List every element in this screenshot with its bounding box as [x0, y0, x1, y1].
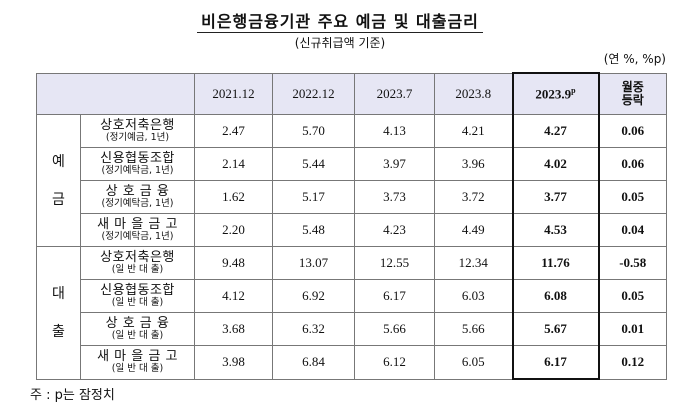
institution-cell: 새 마 을 금 고 (일 반 대 출) [80, 345, 195, 380]
rate-cell-highlight: 6.08 [511, 279, 600, 313]
table-row: 신용협동조합 (정기예탁금, 1년) 2.14 5.44 3.97 3.96 4.02 0.0… [37, 147, 667, 181]
rate-cell: 4.21 [434, 114, 513, 148]
change-cell: 0.04 [598, 213, 667, 247]
table-subtitle: (신규취급액 기준) [294, 36, 386, 50]
rate-cell: 3.98 [194, 345, 273, 380]
rate-cell-highlight: 3.77 [511, 180, 600, 214]
product-type: (정기예금, 1년) [105, 131, 170, 143]
rate-cell: 5.44 [272, 147, 355, 181]
rate-cell-highlight: 4.53 [511, 213, 600, 247]
table-row: 상 호 금 융 (일 반 대 출) 3.68 6.32 5.66 5.66 5.67 0.01 [37, 312, 667, 346]
table-row: 신용협동조합 (일 반 대 출) 4.12 6.92 6.17 6.03 6.08 0.05 [37, 279, 667, 313]
header-col: 2021.12 [194, 72, 273, 115]
rate-cell: 3.97 [354, 147, 435, 181]
change-cell: 0.05 [598, 180, 667, 214]
product-type: (일 반 대 출) [111, 263, 164, 275]
institution-cell: 상 호 금 융 (일 반 대 출) [80, 312, 195, 346]
rate-cell-highlight: 4.02 [511, 147, 600, 181]
institution-name: 새 마 을 금 고 [97, 349, 178, 365]
rate-cell: 9.48 [194, 246, 273, 280]
header-row: 2021.12 2022.12 2023.7 2023.8 2023.9p 월중… [36, 72, 667, 115]
rate-cell-highlight: 4.27 [511, 114, 600, 148]
interest-rate-table: 2021.12 2022.12 2023.7 2023.8 2023.9p 월중… [36, 72, 667, 380]
rate-cell: 12.34 [434, 246, 513, 280]
unit-label: (연 %, %p) [603, 52, 666, 66]
rate-cell: 3.73 [354, 180, 435, 214]
product-type: (정기예탁금, 1년) [101, 164, 174, 176]
rate-cell: 6.84 [272, 345, 355, 380]
rate-cell: 5.48 [272, 213, 355, 247]
footnote: 주 : p는 잠정치 [30, 388, 115, 403]
rate-cell: 6.05 [434, 345, 513, 380]
rate-cell: 2.47 [194, 114, 273, 148]
change-cell: -0.58 [598, 246, 667, 280]
rate-cell-highlight: 6.17 [511, 345, 600, 380]
group-char: 예 [52, 153, 65, 170]
rate-cell: 3.68 [194, 312, 273, 346]
rate-cell: 6.12 [354, 345, 435, 380]
rate-cell: 13.07 [272, 246, 355, 280]
rate-cell: 4.13 [354, 114, 435, 148]
group-char: 대 [52, 285, 65, 302]
change-cell: 0.06 [598, 114, 667, 148]
rate-cell: 3.96 [434, 147, 513, 181]
header-col-change: 월중 등락 [598, 72, 667, 115]
change-cell: 0.12 [598, 345, 667, 380]
rate-cell: 4.49 [434, 213, 513, 247]
header-col: 2022.12 [272, 72, 355, 115]
rate-cell: 6.92 [272, 279, 355, 313]
change-cell: 0.01 [598, 312, 667, 346]
table-title: 비은행금융기관 주요 예금 및 대출금리 [0, 8, 680, 33]
header-corner [36, 72, 195, 115]
rate-cell: 5.66 [434, 312, 513, 346]
rate-cell: 12.55 [354, 246, 435, 280]
product-type: (정기예탁금, 1년) [101, 230, 174, 242]
product-type: (일 반 대 출) [111, 329, 164, 341]
institution-name: 상 호 금 융 [105, 316, 170, 332]
institution-cell: 신용협동조합 (일 반 대 출) [80, 279, 195, 313]
institution-cell: 상호저축은행 (정기예금, 1년) [80, 114, 195, 148]
institution-cell: 상 호 금 융 (정기예탁금, 1년) [80, 180, 195, 214]
header-col-highlight: 2023.9p [511, 72, 600, 115]
institution-cell: 신용협동조합 (정기예탁금, 1년) [80, 147, 195, 181]
rate-cell: 1.62 [194, 180, 273, 214]
table-row: 새 마 을 금 고 (정기예탁금, 1년) 2.20 5.48 4.23 4.49 4.53… [37, 213, 667, 247]
rate-cell-highlight: 5.67 [511, 312, 600, 346]
institution-name: 신용협동조합 [100, 283, 175, 299]
rate-cell-highlight: 11.76 [511, 246, 600, 280]
header-col: 2023.8 [434, 72, 513, 115]
table-row: 대 출 상호저축은행 (일 반 대 출) 9.48 13.07 12.55 12.34 11.7… [36, 246, 667, 380]
group-char: 출 [52, 323, 65, 340]
institution-name: 신용협동조합 [100, 151, 175, 167]
rate-cell: 4.23 [354, 213, 435, 247]
table-row: 예 금 상호저축은행 (정기예금, 1년) 2.47 5.70 4.13 4.21 4.27 0.… [36, 114, 667, 247]
rate-cell: 6.03 [434, 279, 513, 313]
institution-name: 새 마 을 금 고 [97, 217, 178, 233]
change-cell: 0.06 [598, 147, 667, 181]
institution-name: 상호저축은행 [100, 118, 175, 134]
institution-name: 상 호 금 융 [105, 184, 170, 200]
rate-cell: 2.14 [194, 147, 273, 181]
rate-cell: 5.66 [354, 312, 435, 346]
institution-cell: 상호저축은행 (일 반 대 출) [80, 246, 195, 280]
change-cell: 0.05 [598, 279, 667, 313]
rate-cell: 6.17 [354, 279, 435, 313]
group-char: 금 [52, 191, 65, 208]
rate-cell: 2.20 [194, 213, 273, 247]
product-type: (정기예탁금, 1년) [101, 197, 174, 209]
product-type: (일 반 대 출) [111, 363, 164, 375]
table-row: 새 마 을 금 고 (일 반 대 출) 3.98 6.84 6.12 6.05 6.17 0.… [37, 345, 667, 380]
rate-cell: 5.17 [272, 180, 355, 214]
rate-cell: 3.72 [434, 180, 513, 214]
header-col: 2023.7 [354, 72, 435, 115]
product-type: (일 반 대 출) [111, 296, 164, 308]
institution-name: 상호저축은행 [100, 250, 175, 266]
table-row: 상 호 금 융 (정기예탁금, 1년) 1.62 5.17 3.73 3.72 3.77 0.… [37, 180, 667, 214]
rate-cell: 6.32 [272, 312, 355, 346]
rate-cell: 5.70 [272, 114, 355, 148]
rate-cell: 4.12 [194, 279, 273, 313]
institution-cell: 새 마 을 금 고 (정기예탁금, 1년) [80, 213, 195, 247]
